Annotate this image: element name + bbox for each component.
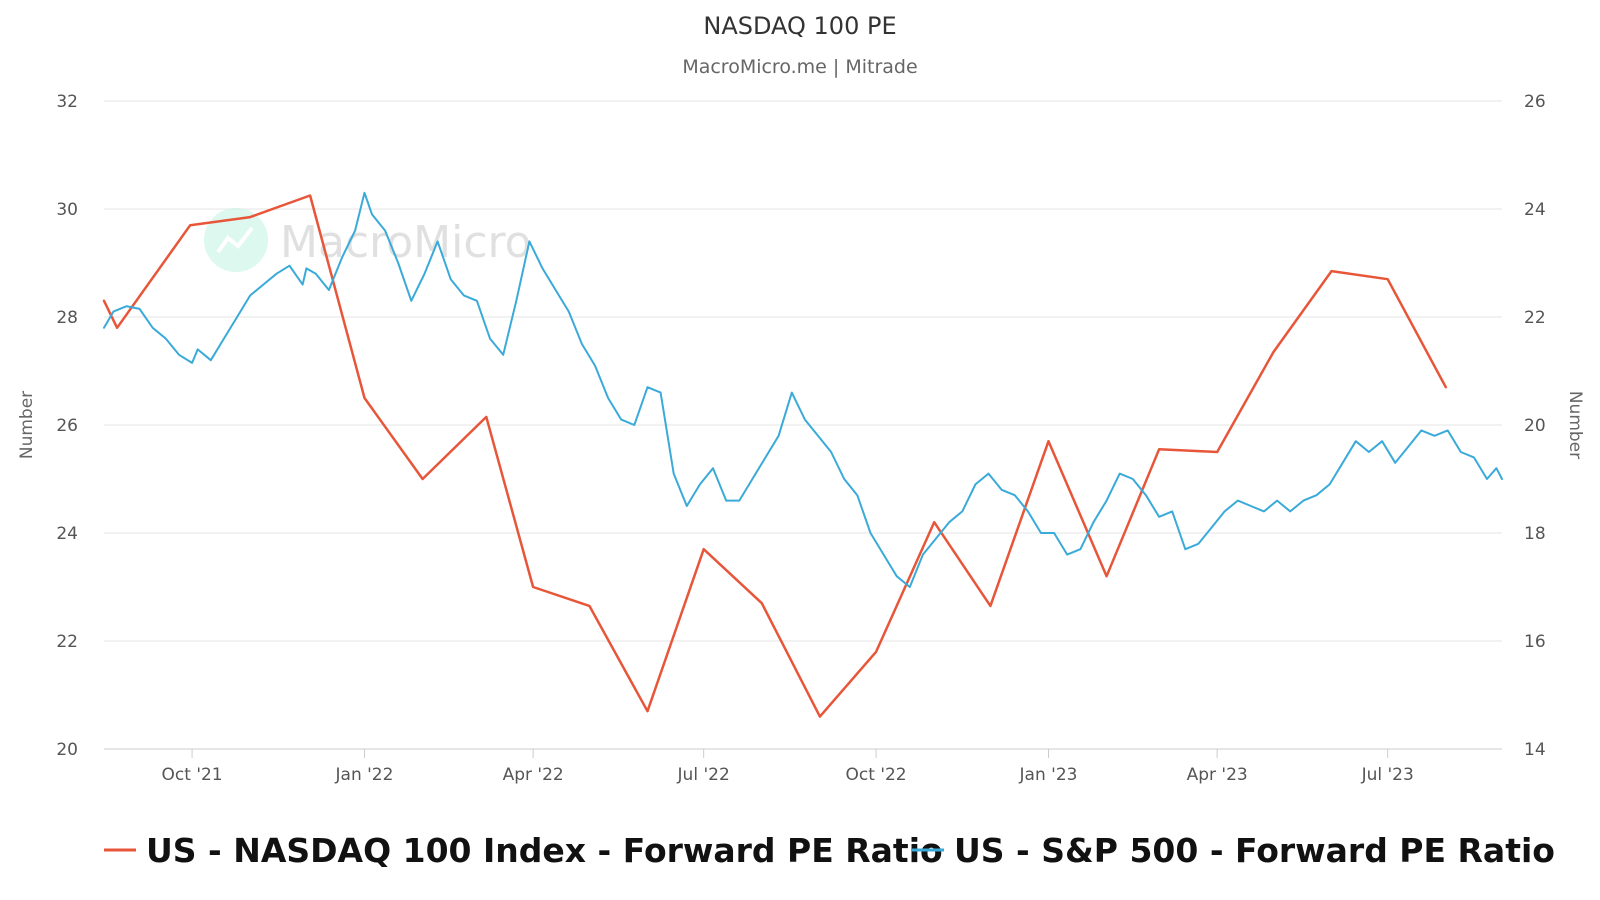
x-tick-label: Jul '23 xyxy=(1361,765,1414,785)
chart-subtitle: MacroMicro.me | Mitrade xyxy=(682,56,917,78)
y-right-tick-label: 18 xyxy=(1524,524,1546,544)
y-left-tick-label: 24 xyxy=(56,524,78,544)
y-axis-left-title: Number xyxy=(17,391,37,459)
x-tick-label: Jul '22 xyxy=(677,765,730,785)
legend[interactable]: US - NASDAQ 100 Index - Forward PE Ratio… xyxy=(104,831,1555,870)
y-left-tick-label: 20 xyxy=(56,740,78,760)
x-tick-label: Oct '21 xyxy=(162,765,223,785)
legend-item-nasdaq[interactable]: US - NASDAQ 100 Index - Forward PE Ratio xyxy=(104,831,943,870)
grid-lines xyxy=(104,100,1502,750)
y-left-tick-label: 28 xyxy=(56,308,78,328)
y-right-tick-label: 26 xyxy=(1524,92,1546,112)
y-axis-right-title: Number xyxy=(1565,391,1585,459)
watermark: MacroMicro xyxy=(204,208,532,272)
y-axis-right: 14 16 18 20 22 24 26 xyxy=(1524,92,1546,760)
x-tick-label: Jan '22 xyxy=(335,765,394,785)
legend-label-nasdaq: US - NASDAQ 100 Index - Forward PE Ratio xyxy=(146,831,943,870)
chart-title: NASDAQ 100 PE xyxy=(703,12,896,40)
y-right-tick-label: 24 xyxy=(1524,200,1546,220)
y-right-tick-label: 22 xyxy=(1524,308,1546,328)
y-left-tick-label: 30 xyxy=(56,200,78,220)
y-left-tick-label: 26 xyxy=(56,416,78,436)
y-right-tick-label: 20 xyxy=(1524,416,1546,436)
y-left-tick-label: 22 xyxy=(56,632,78,652)
y-left-tick-label: 32 xyxy=(56,92,78,112)
watermark-logo-mark xyxy=(216,226,254,254)
legend-item-sp500[interactable]: US - S&P 500 - Forward PE Ratio xyxy=(912,831,1555,870)
x-tick-label: Apr '23 xyxy=(1187,765,1248,785)
y-right-tick-label: 16 xyxy=(1524,632,1546,652)
legend-label-sp500: US - S&P 500 - Forward PE Ratio xyxy=(954,831,1555,870)
y-right-tick-label: 14 xyxy=(1524,740,1546,760)
x-tick-label: Apr '22 xyxy=(503,765,564,785)
series-line-nasdaq xyxy=(102,194,1448,718)
y-axis-left: 20 22 24 26 28 30 32 xyxy=(56,92,78,760)
x-tick-label: Jan '23 xyxy=(1019,765,1078,785)
x-axis: Oct '21 Jan '22 Apr '22 Jul '22 Oct '22 Jan '… xyxy=(104,748,1502,785)
macromicro-logo-icon xyxy=(204,208,268,272)
series-line-sp500 xyxy=(103,191,1503,588)
x-tick-label: Oct '22 xyxy=(846,765,907,785)
series-group xyxy=(102,191,1503,718)
